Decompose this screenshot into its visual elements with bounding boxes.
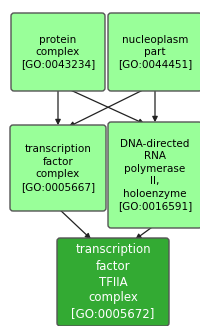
Text: DNA-directed
RNA
polymerase
II,
holoenzyme
[GO:0016591]: DNA-directed RNA polymerase II, holoenzy… xyxy=(118,139,192,211)
FancyBboxPatch shape xyxy=(108,122,200,228)
Text: protein
complex
[GO:0043234]: protein complex [GO:0043234] xyxy=(21,35,95,69)
FancyBboxPatch shape xyxy=(10,125,106,211)
Text: nucleoplasm
part
[GO:0044451]: nucleoplasm part [GO:0044451] xyxy=(118,35,192,69)
FancyBboxPatch shape xyxy=(108,13,200,91)
FancyBboxPatch shape xyxy=(11,13,105,91)
FancyBboxPatch shape xyxy=(57,238,169,326)
Text: transcription
factor
complex
[GO:0005667]: transcription factor complex [GO:0005667… xyxy=(21,144,95,192)
Text: transcription
factor
TFIIA
complex
[GO:0005672]: transcription factor TFIIA complex [GO:0… xyxy=(71,244,155,320)
